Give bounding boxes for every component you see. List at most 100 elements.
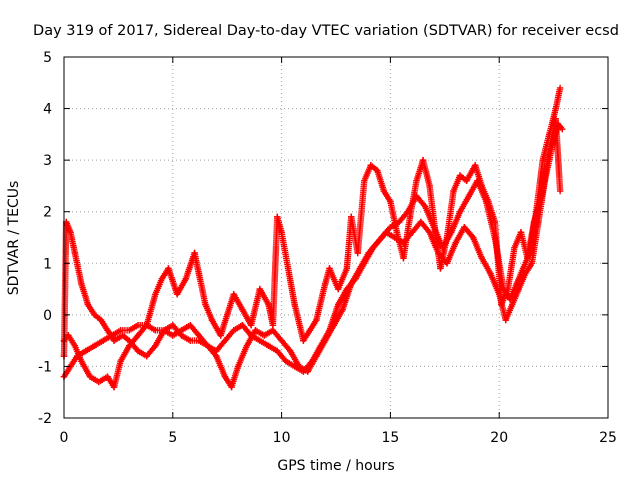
data-point: [435, 249, 442, 257]
data-point: [239, 306, 246, 313]
data-point: [491, 218, 499, 226]
data-point: [274, 213, 281, 221]
data-point: [287, 347, 294, 355]
data-point: [487, 270, 494, 277]
chart-title: Day 319 of 2017, Sidereal Day-to-day VTE…: [33, 23, 619, 39]
data-point: [339, 306, 346, 313]
data-point: [413, 177, 420, 184]
data-point: [395, 218, 403, 226]
data-point: [334, 285, 342, 293]
data-point: [463, 177, 470, 184]
x-axis-label: GPS time / hours: [277, 458, 394, 474]
data-point: [247, 321, 255, 329]
data-point: [387, 198, 394, 205]
data-point: [308, 358, 316, 365]
data-point: [404, 208, 412, 215]
y-tick-label: 1: [43, 256, 52, 272]
data-point: [134, 321, 142, 329]
data-point: [552, 115, 559, 123]
data-point: [452, 239, 459, 246]
x-tick-label: 25: [599, 430, 617, 446]
data-point: [221, 337, 229, 344]
data-point: [134, 332, 142, 339]
data-point: [110, 337, 118, 344]
y-tick-label: 4: [43, 102, 52, 118]
data-point: [321, 337, 329, 344]
data-point: [86, 373, 94, 380]
data-point: [99, 337, 107, 344]
x-tick-label: 15: [381, 430, 399, 446]
data-point: [502, 316, 509, 324]
data-point: [432, 234, 440, 241]
data-point: [187, 321, 194, 329]
data-point: [456, 208, 464, 215]
data-point: [559, 126, 566, 133]
data-point: [126, 342, 133, 349]
data-point: [78, 280, 85, 288]
data-point: [541, 177, 549, 184]
data-point: [204, 342, 211, 349]
data-point: [522, 270, 529, 277]
data-point: [374, 239, 381, 246]
data-point: [539, 187, 546, 195]
data-point: [224, 311, 231, 319]
x-tick-label: 0: [60, 430, 69, 446]
data-point: [165, 265, 172, 272]
data-point: [330, 321, 338, 329]
data-point: [546, 146, 553, 154]
data-point: [252, 327, 259, 334]
data-point: [450, 187, 457, 195]
data-point: [380, 187, 388, 195]
data-point: [334, 301, 342, 308]
data-point: [456, 172, 464, 179]
data-point: [426, 229, 433, 236]
data-point: [104, 373, 111, 380]
data-point: [348, 280, 355, 288]
data-point: [519, 265, 527, 272]
data-point: [173, 291, 181, 298]
y-tick-label: 3: [43, 153, 52, 169]
data-point: [356, 265, 364, 272]
data-point: [313, 316, 320, 324]
data-point: [71, 249, 79, 257]
data-point: [361, 177, 368, 184]
data-point: [478, 182, 485, 190]
data-point: [448, 229, 455, 236]
data-point: [556, 187, 564, 195]
data-point: [465, 193, 472, 200]
data-point: [158, 275, 166, 282]
data-point: [326, 327, 333, 334]
data-point: [230, 291, 237, 298]
data-point: [217, 332, 224, 339]
data-point: [191, 249, 198, 257]
data-point: [509, 301, 516, 308]
data-point: [284, 265, 292, 272]
data-point: [306, 327, 314, 334]
data-point: [419, 156, 427, 164]
data-point: [546, 131, 553, 138]
y-tick-label: -1: [38, 359, 52, 375]
data-point: [526, 249, 533, 257]
data-point: [195, 332, 203, 339]
data-point: [274, 347, 281, 355]
data-point: [556, 84, 564, 92]
y-axis-label: SDTVAR / TECUs: [6, 181, 22, 296]
data-point: [152, 291, 159, 298]
x-tick-label: 5: [168, 430, 177, 446]
data-point: [461, 223, 468, 231]
data-point: [110, 383, 118, 391]
data-point: [443, 234, 451, 241]
data-point: [437, 265, 444, 272]
y-tick-label: 2: [43, 205, 52, 221]
data-point: [393, 229, 401, 236]
data-point: [517, 229, 525, 236]
data-point: [152, 342, 159, 349]
data-point: [278, 337, 285, 344]
data-point: [269, 321, 277, 329]
data-point: [554, 120, 562, 128]
data-point: [515, 285, 522, 293]
data-point: [511, 244, 518, 252]
data-point: [400, 254, 407, 262]
data-point: [472, 162, 479, 169]
data-point: [78, 358, 85, 365]
